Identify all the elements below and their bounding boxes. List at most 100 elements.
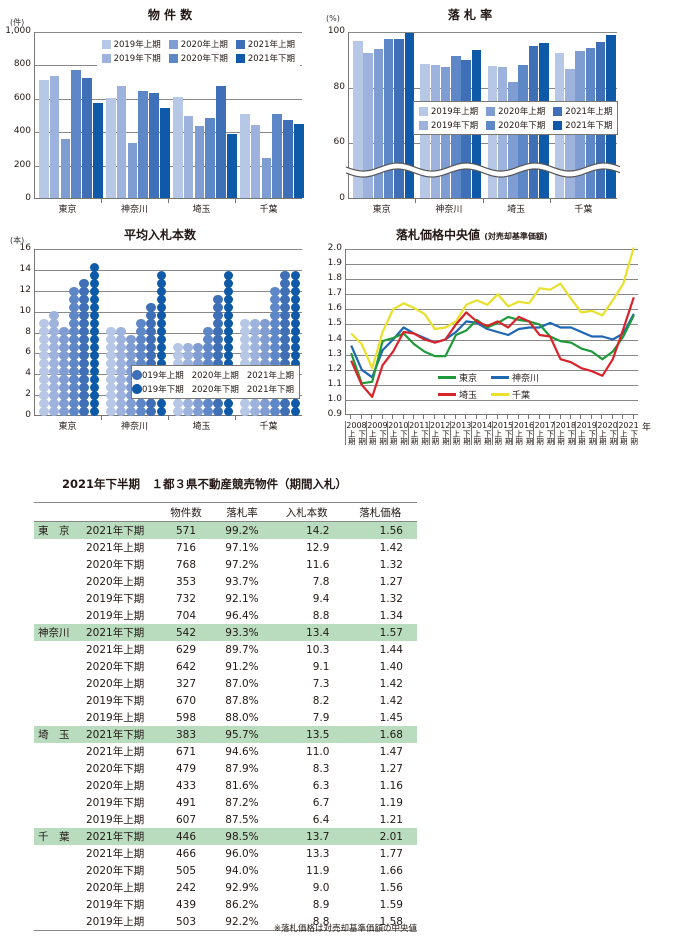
period-cell: 2021年下期 (86, 726, 158, 743)
dot-marker (59, 366, 69, 376)
dot-marker (213, 342, 223, 352)
count-cell: 670 (175, 694, 196, 707)
x-year-group: 2016 上期 下期 (512, 421, 534, 445)
chart-legend: 2019年上期 2020年上期 2021年上期 2019年下期 2020年下期 2021年… (413, 101, 619, 135)
x-year-label: 2012 (429, 421, 451, 430)
dot-marker (290, 302, 300, 312)
bids-cell: 7.3 (312, 677, 330, 690)
period-cell: 2019年下期 (86, 593, 145, 605)
dot-marker (260, 398, 270, 408)
dot-marker (280, 334, 290, 344)
dot-marker (146, 342, 156, 352)
x-tick (622, 415, 624, 419)
plot-area: 2019年上期 2020年上期 2021年上期 2019年下期 2020年下期 2021年… (34, 249, 302, 416)
legend-item: 東京 (438, 371, 477, 384)
count-cell: 732 (175, 592, 196, 605)
dot-marker (280, 270, 290, 280)
period-cell: 2019年上期 (86, 913, 158, 931)
x-category-label: 東京 (372, 205, 391, 215)
dot-marker (290, 294, 300, 304)
legend-label: 2020年上期 (191, 371, 239, 381)
prefecture-cell (34, 845, 86, 862)
dot-marker (39, 398, 49, 408)
count-cell: 446 (158, 828, 214, 845)
gridline (346, 309, 638, 311)
gridline (346, 369, 638, 371)
legend-item: 2020年下期 (486, 119, 545, 131)
y-tick-label: 0 (25, 193, 31, 203)
gridline (35, 290, 302, 292)
dot-marker (89, 294, 99, 304)
bids-cell: 14.2 (269, 521, 344, 539)
y-tick-label: 14 (19, 263, 31, 274)
dot-marker (280, 310, 290, 320)
dot-marker (290, 358, 300, 368)
dot-marker (136, 406, 146, 416)
chart-property-count: 物 件 数 (件) 2019年上期 2020年上期 2021年上期 2019年下期 20… (0, 0, 310, 220)
period-cell: 2021年下期 (86, 624, 158, 641)
x-tick (611, 415, 613, 419)
dot-marker (260, 358, 270, 368)
rate-cell: 92.2% (213, 913, 270, 931)
y-tick-label: 1.0 (327, 393, 342, 404)
table-row: 2019年下期 732 92.1% 9.4 1.32 (34, 590, 417, 607)
x-tick (101, 199, 102, 203)
dot-marker (106, 358, 116, 368)
x-tick (168, 416, 169, 420)
price-cell: 1.77 (379, 847, 403, 860)
price-cell: 1.45 (379, 711, 403, 724)
header-blank (86, 502, 158, 522)
bids-cell: 13.4 (269, 624, 344, 641)
dot-marker (59, 382, 69, 392)
dot-marker (89, 310, 99, 320)
x-half-labels: 上期 下期 (472, 430, 493, 445)
legend-label: 埼玉 (459, 391, 478, 401)
price-cell: 1.58 (343, 913, 417, 931)
dot-marker (223, 310, 233, 320)
dot-marker (89, 342, 99, 352)
x-half-label: 下期 (608, 430, 618, 445)
dot-marker (49, 406, 59, 416)
table-row: 2019年下期 670 87.8% 8.2 1.42 (34, 692, 417, 709)
table-row: 神奈川 2021年下期 542 93.3% 13.4 1.57 (34, 624, 417, 641)
legend-item: 2021年下期 (235, 52, 295, 64)
legend-label: 東京 (459, 374, 478, 384)
price-cell: 1.32 (379, 592, 403, 605)
x-half-label: 下期 (483, 430, 493, 445)
dot-bar (89, 262, 99, 416)
legend-item: 2019年上期 (419, 105, 478, 117)
dot-marker (116, 366, 126, 376)
table-row: 2021年上期 716 97.1% 12.9 1.42 (34, 539, 417, 556)
dot-marker (213, 406, 223, 416)
x-tick (549, 199, 551, 203)
dot-marker (79, 310, 89, 320)
bar (149, 92, 159, 198)
prefecture-cell (34, 641, 86, 658)
dot-marker (203, 358, 213, 368)
dot-marker (59, 342, 69, 352)
dot-marker (183, 398, 193, 408)
line-埼玉 (350, 296, 635, 398)
dot-marker (89, 366, 99, 376)
dot-marker (156, 302, 166, 312)
y-tick-label: 2.0 (327, 243, 342, 253)
x-year-label: 2010 (388, 421, 409, 430)
period-cell: 2021年下期 (86, 828, 158, 845)
period-cell: 2019年上期 (86, 814, 145, 826)
dot-marker (89, 318, 99, 328)
x-half-label: 下期 (420, 430, 430, 445)
gridline (346, 354, 638, 356)
table-row: 2019年上期 704 96.4% 8.8 1.34 (34, 607, 417, 624)
x-tick (350, 415, 352, 419)
prefecture-cell (34, 658, 86, 675)
bar (353, 41, 363, 198)
prefecture-cell (34, 539, 86, 556)
y-unit: (本) (10, 236, 25, 245)
dot-bar (59, 326, 69, 416)
dot-marker (39, 382, 49, 392)
footnote: ※落札価格は対売却基準価額の中央値 (273, 924, 417, 934)
x-half-label: 上期 (556, 430, 566, 445)
x-half-label: 上期 (598, 430, 608, 445)
x-tick (423, 415, 425, 419)
dot-marker (280, 318, 290, 328)
